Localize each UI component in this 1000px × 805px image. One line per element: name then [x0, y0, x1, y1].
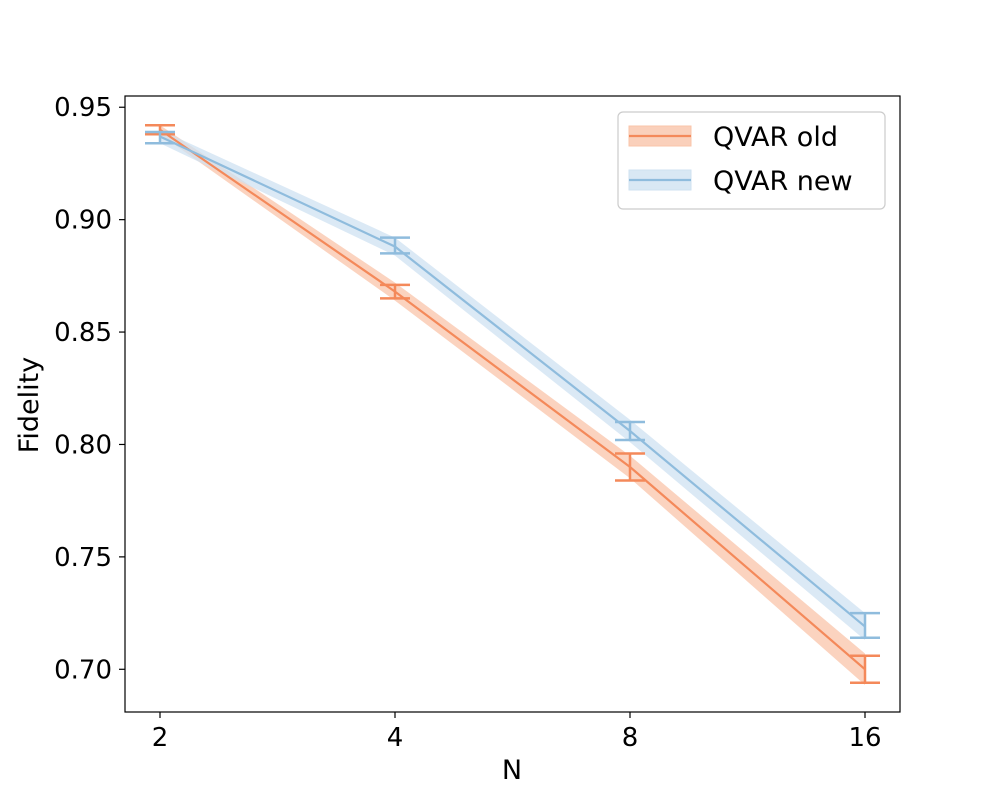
legend: QVAR old QVAR new — [617, 111, 886, 210]
series-0-line — [159, 128, 866, 671]
x-axis-label: N — [502, 755, 522, 786]
x-tick-label: 16 — [848, 723, 881, 753]
series-lines — [159, 128, 866, 671]
x-tick-label: 4 — [387, 723, 404, 753]
error-bars — [145, 123, 880, 685]
y-tick-label: 0.75 — [54, 543, 112, 573]
series-1-errorbar — [145, 130, 175, 145]
x-tick-label: 8 — [622, 723, 639, 753]
y-tick-label: 0.95 — [54, 93, 112, 123]
series-1-line — [159, 135, 866, 628]
series-0-band — [160, 125, 865, 686]
legend-entry: QVAR old — [628, 122, 838, 153]
y-tick-label: 0.90 — [54, 206, 112, 236]
series-0-errorbar — [615, 452, 645, 482]
legend-label: QVAR new — [713, 166, 853, 197]
y-tick-label: 0.85 — [54, 318, 112, 348]
series-1-errorbar — [615, 420, 645, 442]
y-tick-label: 0.80 — [54, 430, 112, 460]
x-tick-label: 2 — [152, 723, 169, 753]
y-axis-label: Fidelity — [14, 357, 45, 453]
series-1-errorbar — [850, 611, 880, 640]
y-tick-label: 0.70 — [54, 655, 112, 685]
legend-label: QVAR old — [713, 122, 838, 153]
series-0-errorbar — [850, 654, 880, 685]
y-axis-ticks: 0.70 0.75 0.80 0.85 0.90 0.95 — [54, 93, 125, 685]
series-0-errorbar — [380, 283, 410, 300]
x-axis-ticks: 2 4 8 16 — [152, 712, 882, 753]
legend-entry: QVAR new — [628, 166, 853, 197]
confidence-bands — [160, 125, 865, 686]
plot-frame — [124, 95, 901, 713]
series-1-errorbar — [380, 236, 410, 255]
